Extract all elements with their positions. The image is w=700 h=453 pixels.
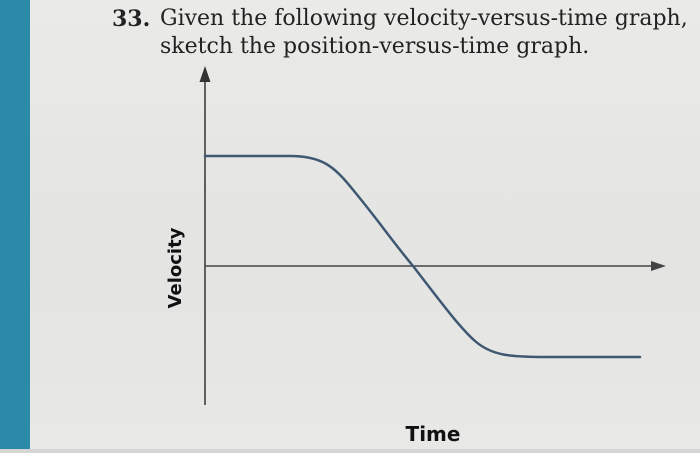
bottom-edge (0, 449, 700, 453)
left-margin-bar (0, 0, 30, 453)
x-axis-label: Time (406, 422, 461, 446)
question-text-line-2: sketch the position-versus-time graph. (160, 34, 590, 59)
x-axis-arrowhead (651, 261, 666, 271)
velocity-curve (203, 154, 642, 359)
question-number: 33. (112, 6, 151, 32)
question-text-line-1: Given the following velocity-versus-time… (160, 6, 688, 31)
y-axis-label: Velocity (165, 227, 186, 308)
y-axis-arrowhead (199, 66, 211, 82)
